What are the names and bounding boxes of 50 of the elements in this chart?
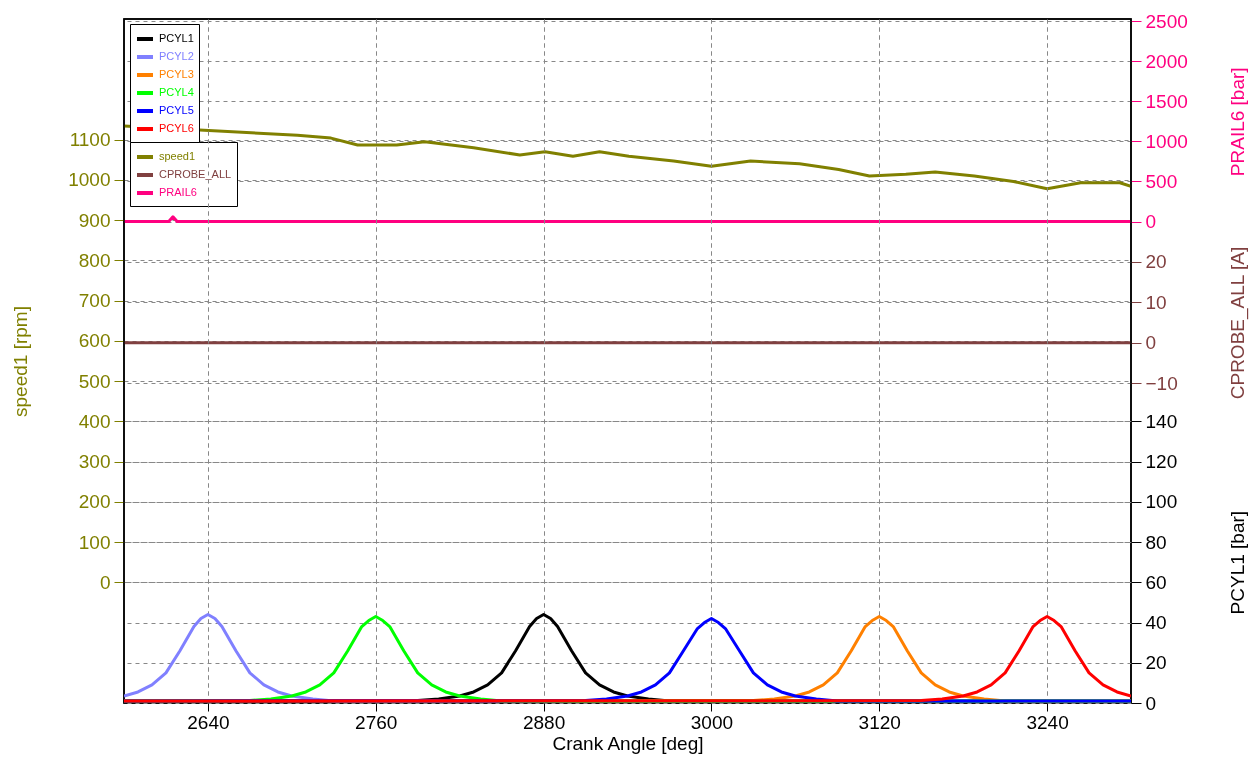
y2-tick-label: 80 xyxy=(1145,531,1167,553)
legend-label: PCYL1 xyxy=(159,32,194,44)
y3-tick-label: 20 xyxy=(1145,251,1167,273)
y2-tick-label: 120 xyxy=(1145,451,1178,473)
x-tick-label: 2880 xyxy=(522,711,566,733)
y2-tick-label: 0 xyxy=(1145,211,1157,233)
legend-label: CPROBE_ALL xyxy=(159,168,232,180)
y-tick-label: 900 xyxy=(78,209,111,231)
y2-tick-label: 2000 xyxy=(1145,50,1188,72)
y2-axis-title: PRAIL6 [bar] xyxy=(1226,67,1248,177)
y2-tick-label: 60 xyxy=(1145,571,1167,593)
legend-label: PCYL5 xyxy=(159,104,194,116)
x-tick-label: 2760 xyxy=(355,711,398,733)
y2-tick-label: 0 xyxy=(1145,692,1157,714)
y2-tick-label: 2500 xyxy=(1145,10,1188,32)
x-tick-label: 2640 xyxy=(187,711,230,733)
legend-label: speed1 xyxy=(159,150,196,162)
y2-axis-title: PCYL1 [bar] xyxy=(1226,510,1248,615)
x-tick-label: 3120 xyxy=(858,711,901,733)
legend-label: PCYL4 xyxy=(159,86,194,98)
y-tick-label: 400 xyxy=(78,410,111,432)
legend-label: PRAIL6 xyxy=(159,186,197,198)
y3-tick-label: 0 xyxy=(1145,332,1157,354)
legend-label: PCYL6 xyxy=(159,122,194,134)
y-axis-title: speed1 [rpm] xyxy=(9,306,31,417)
y2-tick-label: 100 xyxy=(1145,491,1178,513)
y-tick-label: 1100 xyxy=(69,129,111,151)
y3-tick-label: −10 xyxy=(1145,372,1178,394)
y-tick-label: 200 xyxy=(78,491,111,513)
legend-label: PCYL2 xyxy=(159,50,194,62)
y2-tick-label: 500 xyxy=(1145,170,1178,192)
y2-tick-label: 1500 xyxy=(1145,90,1188,112)
y-tick-label: 100 xyxy=(78,531,111,553)
y-tick-label: 1000 xyxy=(68,169,111,191)
y3-tick-label: 10 xyxy=(1145,291,1167,313)
y2-tick-label: 20 xyxy=(1145,652,1167,674)
y2-tick-label: 140 xyxy=(1145,410,1178,432)
y-tick-label: 800 xyxy=(78,249,111,271)
legend-label: PCYL3 xyxy=(159,68,194,80)
x-tick-label: 3000 xyxy=(690,711,734,733)
y2-tick-label: 1000 xyxy=(1145,130,1188,152)
y-tick-label: 600 xyxy=(78,330,111,352)
x-axis-title: Crank Angle [deg] xyxy=(552,732,704,754)
y2-tick-label: 40 xyxy=(1145,612,1167,634)
y-tick-label: 300 xyxy=(78,451,111,473)
y-tick-label: 0 xyxy=(99,571,111,593)
x-tick-label: 3240 xyxy=(1026,711,1069,733)
y-tick-label: 700 xyxy=(78,290,111,312)
y3-axis-title: CPROBE_ALL [A] xyxy=(1226,246,1249,400)
y-tick-label: 500 xyxy=(78,370,111,392)
